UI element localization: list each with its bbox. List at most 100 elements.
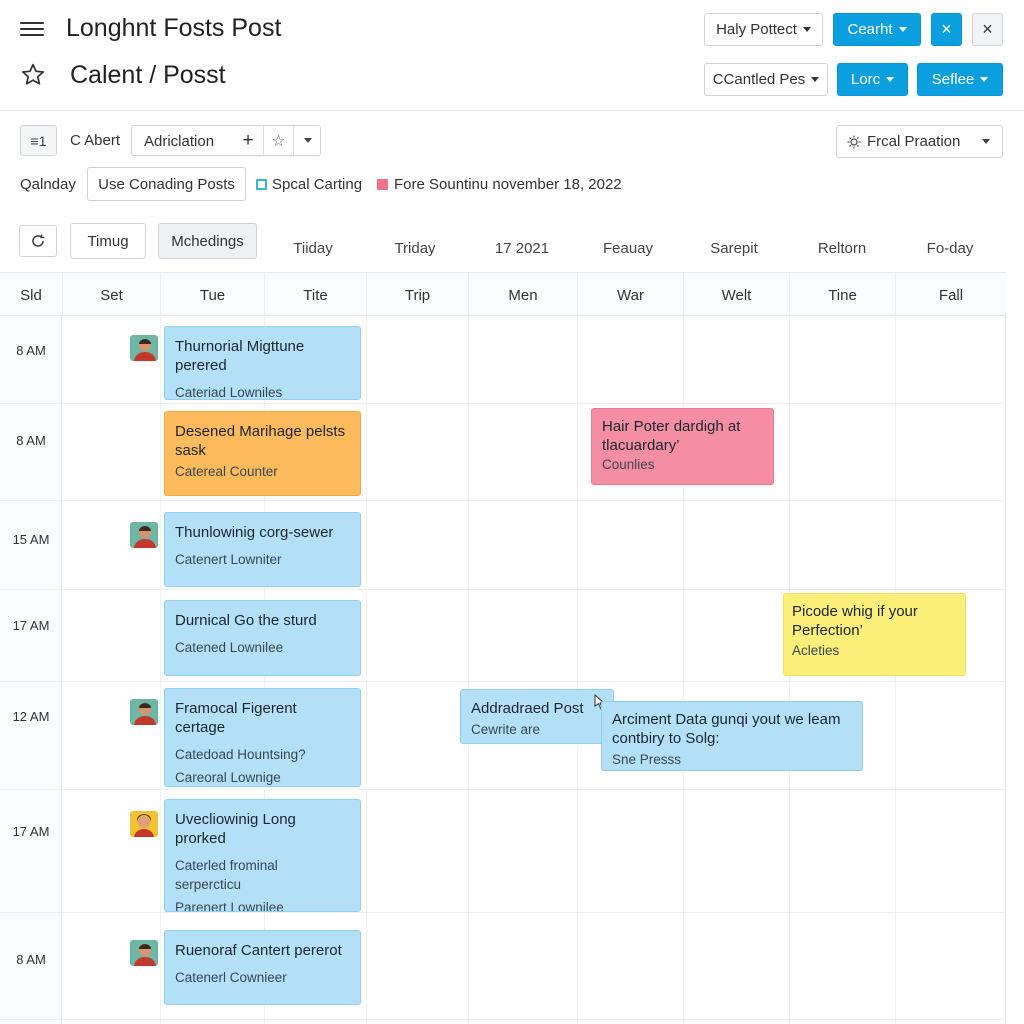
event-title: Addradraed Post	[471, 700, 584, 717]
day-label: Sarepit	[710, 240, 758, 257]
time-label: 8 AM	[16, 433, 46, 448]
column-header[interactable]: Set	[62, 273, 160, 317]
calendar-label: Qalnday	[20, 176, 76, 193]
close-button[interactable]: ×	[972, 13, 1003, 46]
use-coming-posts-label: Use Conading Posts	[98, 175, 235, 193]
calendar-event[interactable]: Thurnorial Migttune perered Cateriad Low…	[164, 326, 361, 400]
event-subtitle: Parenert Lownilee	[175, 900, 284, 912]
grid-line	[577, 316, 578, 1024]
timing-button[interactable]: Timug	[70, 223, 146, 259]
event-subtitle: Sne Presss	[612, 752, 682, 767]
avatar[interactable]	[130, 811, 158, 837]
select-button[interactable]: Seflee	[917, 63, 1003, 96]
shuffle-button[interactable]: ×	[931, 13, 962, 46]
calendar-event[interactable]: Durnical Go the sturd Catened Lownilee	[164, 600, 361, 676]
use-coming-posts-button[interactable]: Use Conading Posts	[87, 167, 246, 201]
column-header[interactable]: Tine	[789, 273, 895, 317]
page-title: Longhnt Fosts Post	[66, 14, 282, 42]
filter-label: C Abert	[70, 132, 121, 149]
filter-field[interactable]: Adriclation	[144, 133, 215, 150]
list-icon[interactable]: ≡1	[20, 125, 57, 156]
legend-label: Fore Sountinu november 18, 2022	[394, 176, 622, 193]
day-label: Triday	[394, 240, 436, 257]
event-subtitle: Cewrite are	[471, 722, 541, 737]
focal-select[interactable]: Frcal Praation	[836, 125, 1003, 158]
calendar-event[interactable]: Thunlowinig corg-sewer Catenert Lowniter	[164, 512, 361, 587]
column-header[interactable]: War	[577, 273, 683, 317]
grid-line	[0, 403, 1006, 404]
avatar[interactable]	[130, 699, 158, 725]
event-subtitle: Catened Lownilee	[175, 640, 284, 655]
event-title: Thurnorial Migttune perered	[175, 338, 305, 374]
hamburger-icon[interactable]	[20, 18, 44, 40]
grid-line	[683, 316, 684, 1024]
chevron-down-icon	[980, 77, 989, 82]
grid-line	[1005, 316, 1006, 1024]
event-subtitle: Careoral Lownige	[175, 770, 281, 785]
time-label: 8 AM	[16, 343, 46, 358]
event-title: Hair Poter dardigh at tlacuardary’	[602, 418, 741, 454]
refresh-icon	[32, 234, 45, 247]
close-icon: ×	[982, 19, 993, 39]
column-header[interactable]: Sld	[20, 286, 42, 304]
cancelled-posts-select[interactable]: CCantled Pes	[704, 63, 828, 96]
meetings-button[interactable]: Mchedings	[158, 223, 257, 259]
grid-line	[0, 589, 1006, 590]
calendar-event[interactable]: Desened Marihage pelsts sask Catereal Co…	[164, 411, 361, 496]
refresh-button[interactable]	[19, 225, 57, 257]
event-subtitle: Catereal Counter	[175, 464, 278, 479]
sun-icon	[847, 135, 861, 148]
star-icon[interactable]	[20, 62, 46, 88]
calendar-event[interactable]: Addradraed Post Cewrite are	[460, 689, 614, 744]
meetings-label: Mchedings	[171, 232, 244, 250]
chevron-down-icon[interactable]	[293, 126, 321, 155]
lorc-button[interactable]: Lorc	[837, 63, 908, 96]
event-subtitle: Acleties	[792, 643, 840, 658]
select-label: Seflee	[931, 71, 975, 88]
timing-label: Timug	[87, 232, 129, 250]
event-title: Picode whig if your Perfection’	[792, 603, 918, 639]
chevron-down-icon	[898, 27, 907, 32]
column-header[interactable]: Tite	[264, 273, 366, 317]
calendar-column-headers: Sld Set Tue Tite Trip Men War Welt Tine …	[0, 272, 1006, 317]
day-label: Feauay	[602, 240, 654, 257]
chevron-down-icon	[802, 27, 811, 32]
event-subtitle: Caterled frominal serpercticu	[175, 858, 278, 892]
calendar-event[interactable]: Arciment Data gunqi yout we leam contbir…	[601, 701, 863, 771]
event-subtitle: Catenerl Cownieer	[175, 970, 287, 985]
search-dropdown-label: Cearht	[847, 21, 893, 38]
grid-line	[0, 500, 1006, 501]
time-label: 12 AM	[12, 709, 50, 724]
time-label: 15 AM	[12, 532, 50, 547]
column-header[interactable]: Trip	[366, 273, 468, 317]
grid-line	[366, 316, 367, 1024]
calendar-event[interactable]: Ruenoraf Cantert pererot Catenerl Cownie…	[164, 930, 361, 1005]
lorc-label: Lorc	[850, 71, 881, 88]
chevron-down-icon	[886, 77, 895, 82]
column-header[interactable]: Tue	[160, 273, 264, 317]
favorite-icon[interactable]: ☆	[263, 126, 293, 155]
list-icon-label: ≡1	[30, 132, 47, 149]
project-select[interactable]: Haly Pottect	[704, 13, 823, 46]
avatar[interactable]	[130, 335, 158, 361]
column-header[interactable]: Men	[468, 273, 577, 317]
day-label: 17 2021	[494, 240, 550, 257]
avatar[interactable]	[130, 522, 158, 548]
calendar-event[interactable]: Picode whig if your Perfection’ Acleties	[783, 593, 966, 676]
grid-line	[0, 789, 1006, 790]
column-header[interactable]: Welt	[683, 273, 789, 317]
event-title: Desened Marihage pelsts sask	[175, 423, 346, 459]
event-subtitle: Counlies	[602, 457, 655, 472]
avatar[interactable]	[130, 940, 158, 966]
calendar-event[interactable]: Framocal Figerent certage Catedoad Hount…	[164, 688, 361, 787]
breadcrumb: Calent / Posst	[70, 61, 226, 89]
add-icon[interactable]: +	[242, 129, 254, 151]
calendar-event[interactable]: Uvecliowinig Long prorked Caterled fromi…	[164, 799, 361, 912]
day-label: Reltorn	[817, 240, 867, 257]
search-dropdown-button[interactable]: Cearht	[833, 13, 921, 46]
grid-line	[0, 912, 1006, 913]
calendar-event[interactable]: Hair Poter dardigh at tlacuardary’ Counl…	[591, 408, 774, 485]
time-label: 8 AM	[16, 952, 46, 967]
event-subtitle: Cateriad Lowniles	[175, 385, 283, 400]
column-header[interactable]: Fall	[895, 273, 1006, 317]
